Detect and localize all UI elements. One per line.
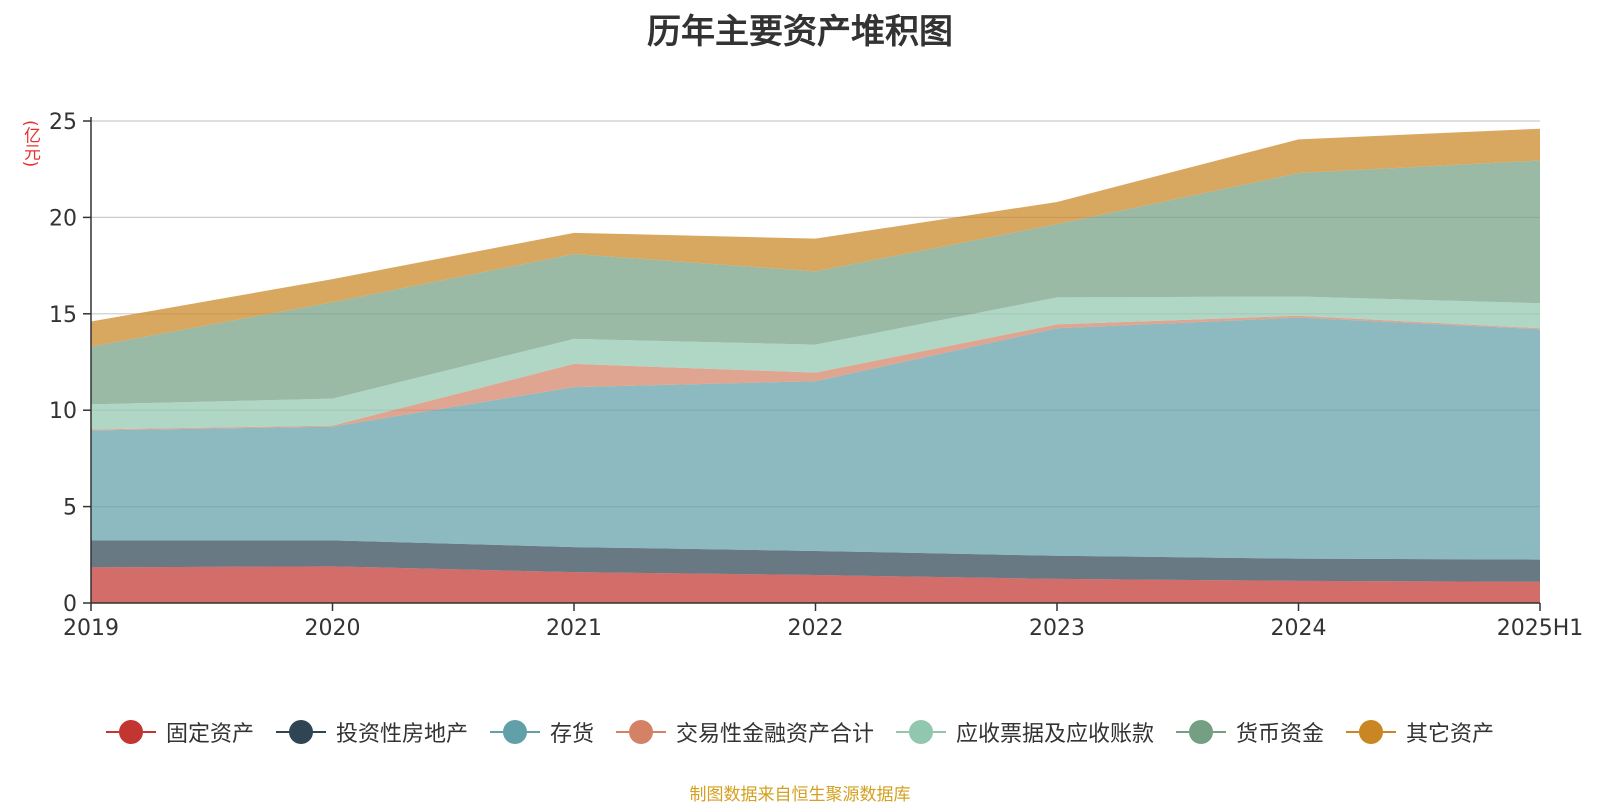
legend-item[interactable]: 存货 xyxy=(489,716,594,748)
legend-symbol-icon xyxy=(615,720,666,744)
legend-symbol-icon xyxy=(105,720,156,744)
legend-symbol-icon xyxy=(896,720,946,744)
area-series-其它资产 xyxy=(91,128,1540,347)
legend-label: 应收票据及应收账款 xyxy=(956,722,1155,747)
legend-label: 投资性房地产 xyxy=(335,722,468,747)
legend-symbol-icon xyxy=(489,720,540,744)
legend-item[interactable]: 其它资产 xyxy=(1346,716,1494,748)
data-source-note: 制图数据来自恒生聚源数据库 xyxy=(689,785,911,805)
y-tick-label: 10 xyxy=(49,399,77,424)
x-tick-label: 2022 xyxy=(788,616,844,641)
area-series-应收票据及应收账款 xyxy=(91,296,1540,430)
area-series-存货 xyxy=(91,317,1540,560)
y-tick-label: 20 xyxy=(49,206,77,231)
legend-item[interactable]: 货币资金 xyxy=(1176,716,1324,748)
legend-item[interactable]: 交易性金融资产合计 xyxy=(615,716,874,748)
x-tick-label: 2023 xyxy=(1029,616,1085,641)
legend-label: 固定资产 xyxy=(165,722,254,747)
area-series-货币资金 xyxy=(91,160,1540,405)
y-axis-unit-label: (亿元) xyxy=(20,120,40,168)
chart-title: 历年主要资产堆积图 xyxy=(647,12,953,52)
area-series-交易性金融资产合计 xyxy=(91,315,1540,431)
x-tick-label: 2024 xyxy=(1271,616,1327,641)
chart-legend: 固定资产 投资性房地产 存货 交易性金融资产合计 应收票据及应收账款 货币资金 其它资产 xyxy=(0,716,1600,748)
y-tick-label: 0 xyxy=(63,592,77,617)
x-tick-label: 2020 xyxy=(305,616,361,641)
legend-label: 货币资金 xyxy=(1236,722,1325,747)
area-series-固定资产 xyxy=(91,566,1540,603)
legend-symbol-icon xyxy=(1176,720,1227,744)
y-tick-label: 15 xyxy=(49,303,77,328)
x-tick-label: 2019 xyxy=(63,616,119,641)
x-tick-label: 2025H1 xyxy=(1497,616,1584,641)
legend-symbol-icon xyxy=(275,720,326,744)
y-tick-label: 25 xyxy=(49,110,77,135)
legend-symbol-icon xyxy=(1346,720,1397,744)
legend-item[interactable]: 固定资产 xyxy=(105,716,254,748)
axes: 0 5 10 15 20 25 2019 2020 2021 2022 2023 2024 2025H1 xyxy=(49,110,1583,641)
legend-label: 存货 xyxy=(549,722,594,747)
legend-item[interactable]: 应收票据及应收账款 xyxy=(896,716,1154,748)
legend-label: 其它资产 xyxy=(1406,722,1495,747)
y-tick-label: 5 xyxy=(63,496,77,521)
x-tick-label: 2021 xyxy=(546,616,602,641)
area-series-投资性房地产 xyxy=(91,540,1540,582)
legend-label: 交易性金融资产合计 xyxy=(675,722,874,747)
area-series xyxy=(91,128,1540,603)
legend-item[interactable]: 投资性房地产 xyxy=(275,716,468,748)
